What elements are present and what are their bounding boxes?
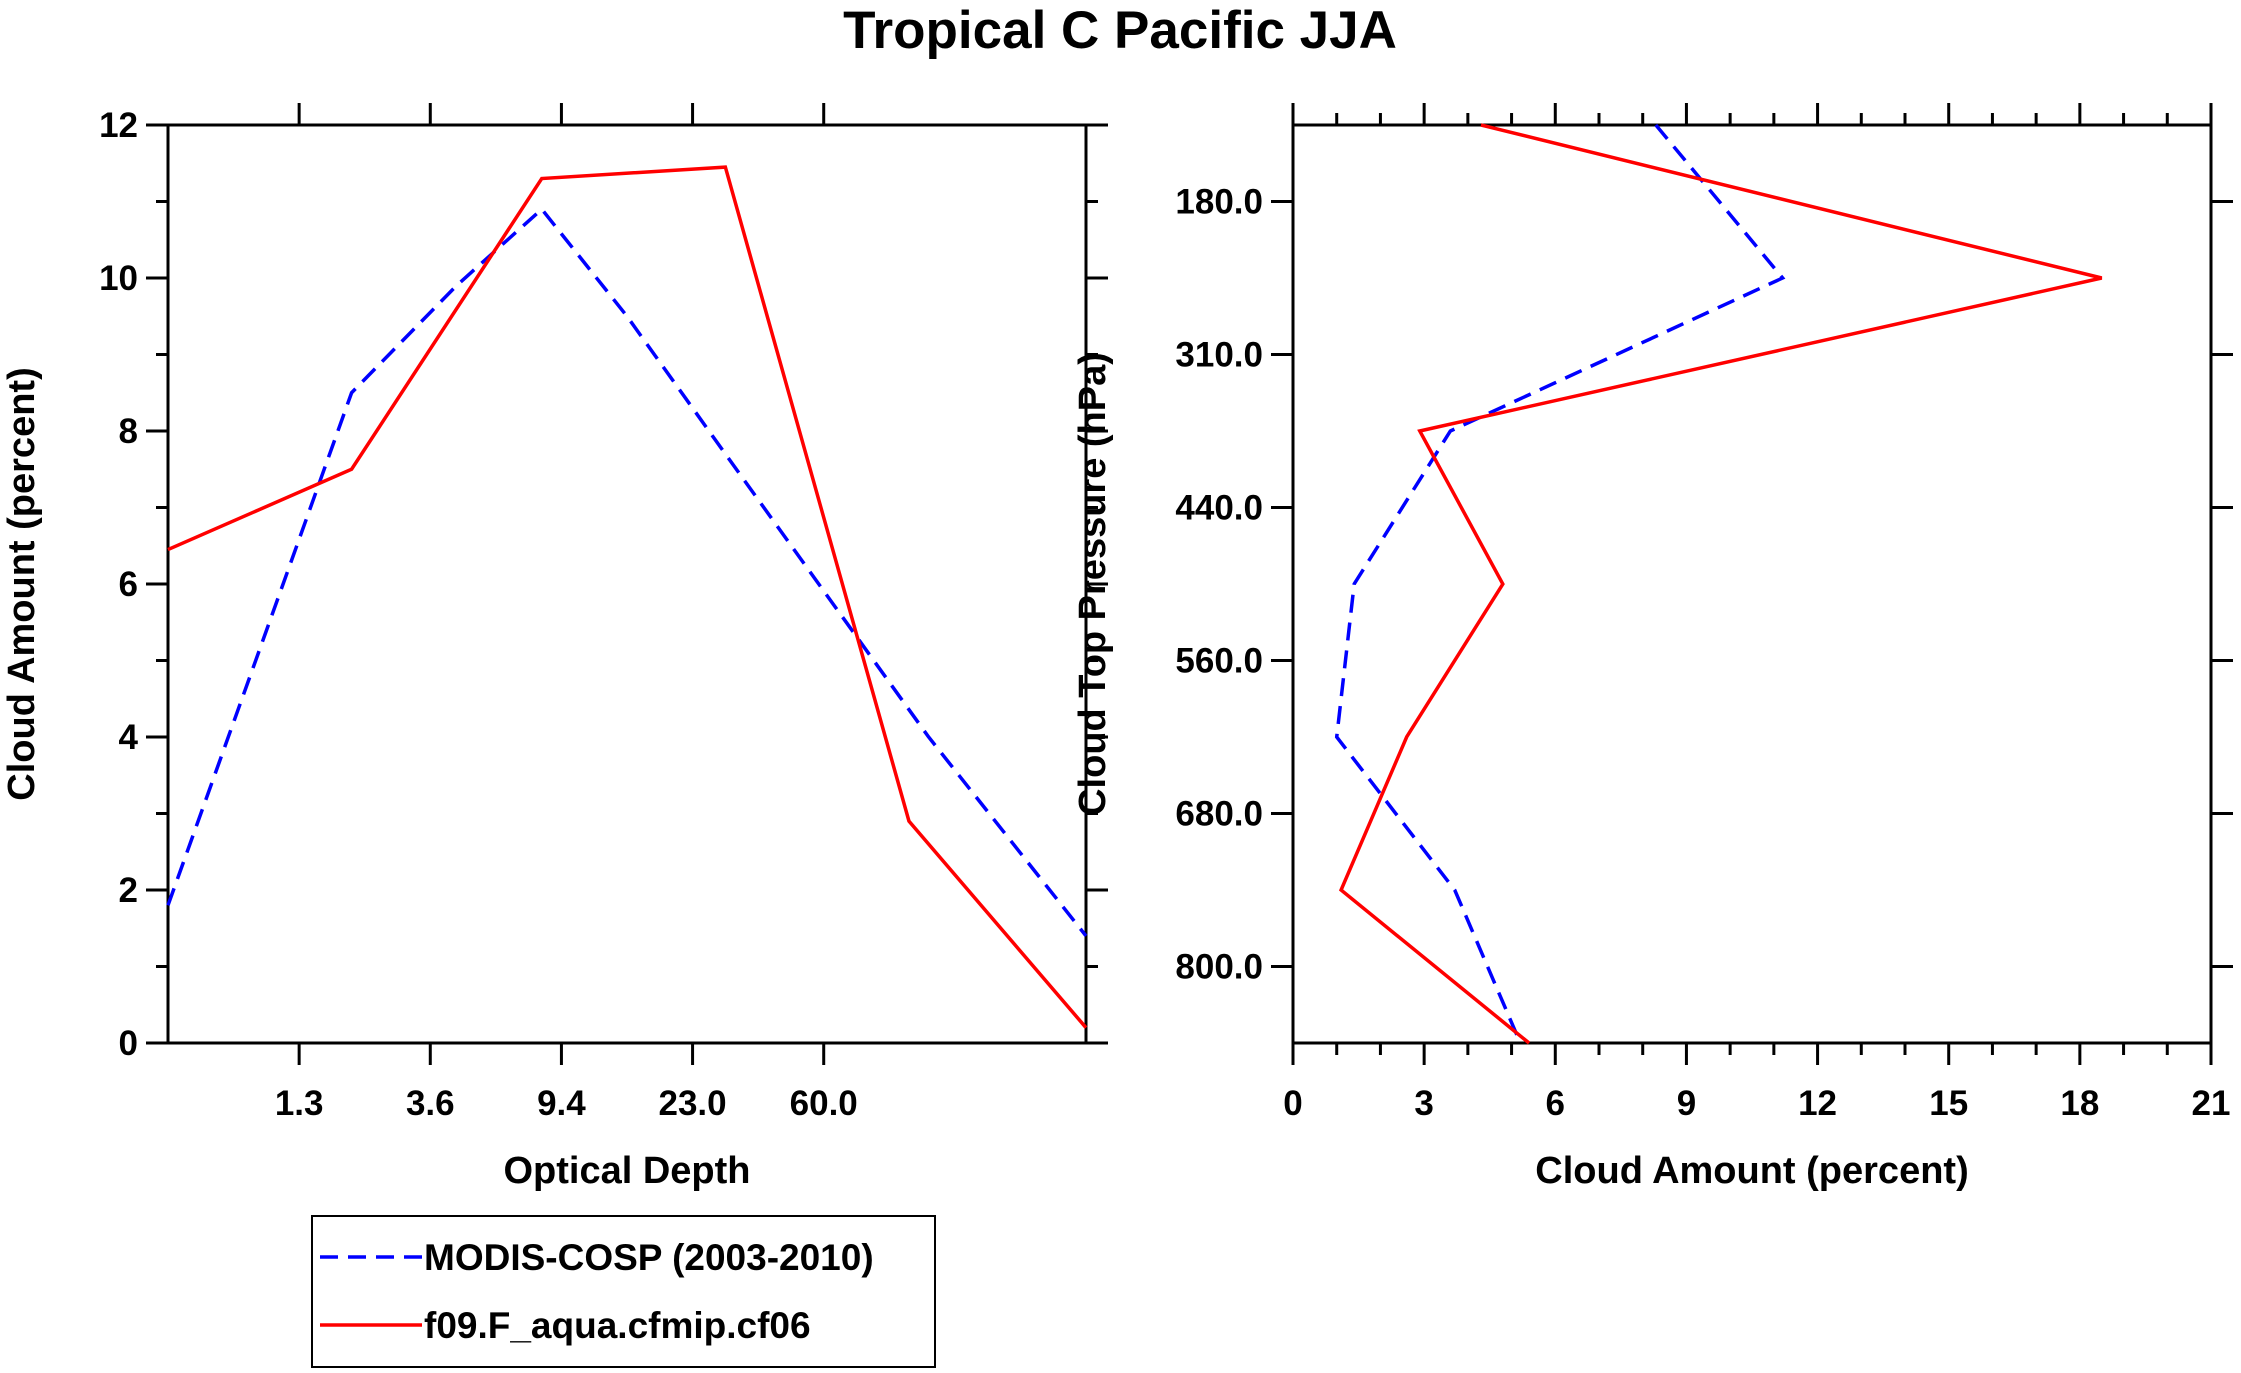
- right-y-tick-label: 680.0: [1175, 795, 1263, 834]
- legend: MODIS-COSP (2003-2010) f09.F_aqua.cfmip.…: [311, 1215, 936, 1368]
- right-plot-frame: [1291, 123, 2213, 1045]
- left-y-tick-label: 0: [119, 1024, 138, 1063]
- left-y-tick-label: 6: [119, 565, 138, 604]
- right-series-modis-line: [1334, 123, 1786, 1044]
- right-x-tick-label: 0: [1283, 1084, 1302, 1123]
- right-plot: 0 3 6 9 12 15 18 21 180.0 310.0 440.0 560.0 680.0 800…: [1072, 103, 2233, 1192]
- left-x-tick-label: 23.0: [659, 1084, 727, 1123]
- right-x-tick-label: 21: [2192, 1084, 2231, 1123]
- right-ticks: 0 3 6 9 12 15 18 21 180.0 310.0 440.0 560.0 680.0 800…: [1175, 103, 2233, 1123]
- left-plot-frame: [166, 123, 1088, 1045]
- right-y-tick-label: 180.0: [1175, 183, 1263, 222]
- right-x-tick-label: 12: [1798, 1084, 1837, 1123]
- left-series-modis-line: [166, 206, 1088, 937]
- left-series: [166, 165, 1088, 1029]
- right-x-tick-label: 18: [2060, 1084, 2099, 1123]
- right-y-tick-label: 800.0: [1175, 948, 1263, 987]
- left-y-tick-label: 2: [119, 871, 138, 910]
- legend-label-model: f09.F_aqua.cfmip.cf06: [424, 1305, 811, 1346]
- left-y-tick-label: 8: [119, 412, 138, 451]
- right-x-tick-label: 3: [1414, 1084, 1433, 1123]
- right-x-tick-label: 15: [1929, 1084, 1968, 1123]
- left-y-tick-label: 10: [99, 259, 138, 298]
- left-x-tick-label: 60.0: [790, 1084, 858, 1123]
- left-y-tick-label: 12: [99, 106, 138, 145]
- right-x-tick-label: 6: [1546, 1084, 1565, 1123]
- right-y-tick-label: 310.0: [1175, 336, 1263, 375]
- left-y-axis-label: Cloud Amount (percent): [1, 367, 43, 800]
- right-x-tick-label: 9: [1677, 1084, 1696, 1123]
- right-series-model-line: [1338, 123, 2103, 1045]
- legend-label-modis: MODIS-COSP (2003-2010): [424, 1237, 874, 1278]
- left-x-tick-label: 3.6: [406, 1084, 455, 1123]
- left-series-model-line: [167, 165, 1088, 1029]
- right-y-tick-label: 440.0: [1175, 489, 1263, 528]
- left-x-tick-label: 1.3: [275, 1084, 324, 1123]
- left-ticks: 0 2 4 6 8 10 12 1.3 3.6 9.4 23.0 60.0: [99, 103, 1108, 1123]
- chart-title: Tropical C Pacific JJA: [843, 1, 1397, 60]
- left-x-tick-label: 9.4: [537, 1084, 586, 1123]
- right-y-axis-label: Cloud Top Pressure (hPa): [1072, 352, 1114, 816]
- left-x-axis-label: Optical Depth: [503, 1150, 750, 1192]
- right-series: [1334, 123, 2103, 1045]
- left-y-tick-label: 4: [119, 718, 139, 757]
- right-x-axis-label: Cloud Amount (percent): [1535, 1150, 1968, 1192]
- right-y-tick-label: 560.0: [1175, 642, 1263, 681]
- legend-box: [311, 1215, 936, 1368]
- left-plot: 0 2 4 6 8 10 12 1.3 3.6 9.4 23.0 60.0 Optical Depth…: [1, 103, 1108, 1192]
